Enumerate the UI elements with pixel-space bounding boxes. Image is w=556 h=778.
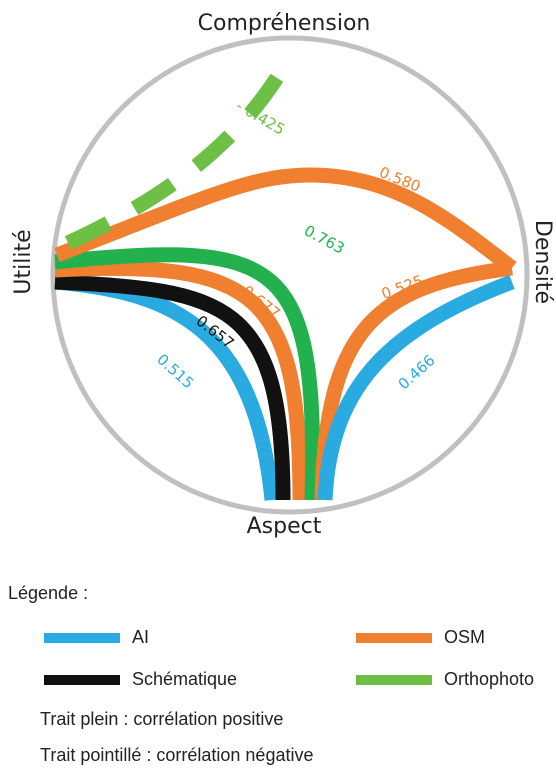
link-orthophoto-utilite-aspect xyxy=(54,247,321,501)
legend-label-ai: AI xyxy=(132,627,150,647)
legend-label-orthophoto: Orthophoto xyxy=(444,669,535,689)
link-ai-densite-aspect xyxy=(317,274,515,501)
axis-label-top: Compréhension xyxy=(198,11,371,36)
legend-title: Légende : xyxy=(8,583,89,603)
coef-ai-utilite-aspect: 0.515 xyxy=(153,350,197,392)
legend-label-osm: OSM xyxy=(444,627,486,647)
axis-label-left: Utilité xyxy=(11,229,36,294)
link-orthophoto-utilite-comprehension xyxy=(64,48,299,250)
legend-item-osm: OSM xyxy=(356,627,485,648)
link-schematique-utilite-aspect xyxy=(54,274,291,501)
outer-circle xyxy=(50,35,530,515)
legend-note-dashed: Trait pointillé : corrélation négative xyxy=(40,745,314,765)
legend-label-schematique: Schématique xyxy=(132,669,238,689)
link-ai-utilite-aspect xyxy=(54,274,280,501)
axis-label-right: Densité xyxy=(530,220,555,304)
legend: Légende : AI OSM Schématique Orthophoto … xyxy=(0,575,556,778)
legend-swatch-osm xyxy=(356,632,432,643)
legend-swatch-orthophoto xyxy=(356,674,432,685)
link-osm-utilite-densite xyxy=(54,167,517,274)
link-osm-densite-aspect xyxy=(314,260,513,501)
legend-item-schematique: Schématique xyxy=(44,669,237,690)
coef-orthophoto-utilite-aspect: 0.763 xyxy=(301,222,347,258)
coef-ai-densite-aspect: 0.466 xyxy=(395,351,439,393)
legend-swatch-ai xyxy=(44,632,120,643)
correlation-diagram: 0.515 0.657 0.677 0.763 0.580 0.525 0.46… xyxy=(11,11,555,539)
axis-label-bottom: Aspect xyxy=(247,514,322,539)
link-osm-utilite-aspect xyxy=(54,260,308,501)
legend-note-solid: Trait plein : corrélation positive xyxy=(40,709,284,729)
legend-item-ai: AI xyxy=(44,627,149,648)
legend-item-orthophoto: Orthophoto xyxy=(356,669,556,690)
legend-swatch-schematique xyxy=(44,674,120,685)
